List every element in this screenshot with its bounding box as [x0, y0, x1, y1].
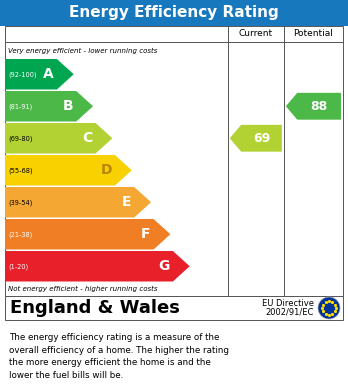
- Polygon shape: [5, 59, 74, 90]
- Text: (92-100): (92-100): [8, 71, 37, 77]
- Text: (81-91): (81-91): [8, 103, 32, 109]
- Polygon shape: [5, 187, 151, 217]
- Bar: [5, 296, 343, 320]
- Text: Potential: Potential: [293, 29, 333, 38]
- Polygon shape: [5, 219, 171, 249]
- Text: (69-80): (69-80): [8, 135, 32, 142]
- Polygon shape: [5, 123, 112, 154]
- Text: England & Wales: England & Wales: [10, 299, 180, 317]
- Text: F: F: [141, 227, 151, 241]
- Text: B: B: [63, 99, 73, 113]
- Polygon shape: [5, 91, 93, 122]
- Text: E: E: [122, 195, 131, 209]
- Text: D: D: [101, 163, 112, 177]
- Text: Current: Current: [239, 29, 273, 38]
- Circle shape: [318, 297, 340, 319]
- Text: C: C: [82, 131, 93, 145]
- Polygon shape: [230, 125, 282, 152]
- Text: Very energy efficient - lower running costs: Very energy efficient - lower running co…: [8, 48, 157, 54]
- Polygon shape: [5, 251, 190, 282]
- Text: (55-68): (55-68): [8, 167, 33, 174]
- Text: (39-54): (39-54): [8, 199, 32, 206]
- Text: 2002/91/EC: 2002/91/EC: [266, 307, 314, 316]
- Text: Not energy efficient - higher running costs: Not energy efficient - higher running co…: [8, 286, 158, 292]
- Polygon shape: [5, 155, 132, 185]
- Text: (21-38): (21-38): [8, 231, 32, 237]
- Text: G: G: [159, 259, 170, 273]
- Text: Energy Efficiency Rating: Energy Efficiency Rating: [69, 5, 279, 20]
- Text: 69: 69: [253, 132, 270, 145]
- Bar: [0, 0, 348, 26]
- Polygon shape: [286, 93, 341, 120]
- Text: EU Directive: EU Directive: [262, 300, 314, 308]
- Text: A: A: [43, 67, 54, 81]
- Bar: [5, 26, 343, 296]
- Text: The energy efficiency rating is a measure of the
overall efficiency of a home. T: The energy efficiency rating is a measur…: [9, 333, 229, 380]
- Text: 88: 88: [310, 100, 328, 113]
- Text: (1-20): (1-20): [8, 263, 28, 269]
